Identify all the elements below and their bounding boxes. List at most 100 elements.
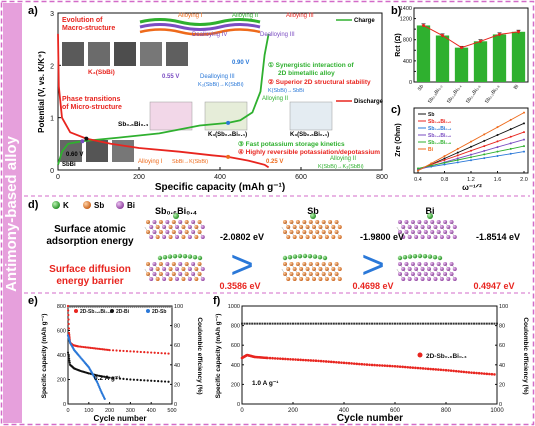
f-series-0-point-7-2 <box>373 363 376 367</box>
d-k-path-1-8 <box>322 255 328 261</box>
lattice-bi-bottom-atom-3-6 <box>439 277 444 281</box>
d-barrier-2: 0.4698 eV <box>352 281 393 291</box>
e-ce-point-7 <box>81 306 84 308</box>
f-ce-point-49 <box>365 322 368 325</box>
f-ce-point-8 <box>261 322 264 325</box>
f-series-0-point-4-0 <box>291 358 295 361</box>
f-series-0-point-5-6 <box>332 360 336 364</box>
e-series-1-point-8-5 <box>167 380 170 383</box>
e-ce-point-25 <box>119 306 121 308</box>
e-series-1-point-7-1 <box>132 378 135 381</box>
f-series-0-point-7-0 <box>368 363 371 367</box>
f-series-0-point-3-1 <box>268 356 272 360</box>
e-ce-point-41 <box>152 306 155 308</box>
e-xtick-label-1: 100 <box>84 408 93 414</box>
f-ce-point-18 <box>286 322 289 325</box>
a-stage-alloying2: Alloying II <box>232 13 258 19</box>
f-ce-point-67 <box>411 322 414 325</box>
lattice-sb-bottom-atom-3-2 <box>299 277 304 281</box>
f-series-0-point-6-7 <box>360 362 364 366</box>
e-ce-point-39 <box>148 306 151 308</box>
e-ce-point-48 <box>166 306 169 308</box>
f-series-0-point-10-0 <box>444 368 448 372</box>
b-trend-point-0 <box>422 23 425 27</box>
f-series-0-point-10-2 <box>449 369 453 372</box>
lattice-bi-bottom-atom-3-2 <box>414 277 419 281</box>
c-series-5-point-0 <box>417 169 419 172</box>
e-series-0-point-0-0 <box>66 304 70 308</box>
f-ce-point-12 <box>271 322 274 325</box>
e-series-0-point-8-5 <box>146 351 149 354</box>
d-k-path-1-0 <box>282 255 288 261</box>
f-ce-point-7 <box>258 322 261 325</box>
e-ce-point-14 <box>96 306 99 308</box>
f-series-0-point-3-0 <box>266 356 269 360</box>
e-series-0-point-6-0 <box>98 347 101 350</box>
f-series-0-point-4-5 <box>304 358 308 362</box>
c-series-0-point-3 <box>456 151 459 154</box>
a-legend-charge: Charge <box>354 18 375 24</box>
e-y2tick-label-5: 100 <box>174 304 183 310</box>
f-xtick-label-2: 400 <box>339 408 350 414</box>
f-series-0-point-3-3 <box>273 357 277 360</box>
f-series-0-point-4-1 <box>294 358 297 361</box>
lattice-bi-bottom-atom-3-0 <box>401 277 406 281</box>
d-k-path-0-2 <box>167 254 173 259</box>
c-series-1-point-7 <box>509 135 512 138</box>
e-ce-point-46 <box>162 306 165 308</box>
lattice-sbbi-top-atom-3-0 <box>149 235 154 239</box>
f-series-0-point-7-4 <box>378 364 382 367</box>
f-series-0-point-5-3 <box>324 360 328 363</box>
b-bar-2 <box>454 47 469 82</box>
c-series-3-point-3 <box>456 157 459 160</box>
f-series-0-point-4-6 <box>307 358 310 362</box>
e-series-0-point-5-2 <box>91 346 94 350</box>
f-series-0-point-6-6 <box>358 362 361 366</box>
c-series-4-point-0 <box>417 167 419 170</box>
a-reaction-mid1: K₃(SbBi)→K(SbBi) <box>198 82 244 88</box>
panel-e-xlabel: Cycle number <box>94 414 147 423</box>
lattice-sbbi-top-atom-1-8 <box>200 225 205 229</box>
d-k-path-0-5 <box>182 253 188 259</box>
c-series-3-point-6 <box>496 146 499 149</box>
f-series-0-point-6-8 <box>363 363 366 366</box>
panel-c: 0.4 0.8 1.2 1.6 2.0SbSb₀.₈Bi₀.₂Sb₀.₆Bi₀.₄Sb₀… <box>395 107 529 192</box>
f-series-0-point-10-1 <box>447 369 450 372</box>
panel-e: 0 100 200 300 400 500020040060080002040608010… <box>41 304 203 423</box>
f-ce-point-78 <box>439 322 442 325</box>
panel-a-axes: 0 200 400 600 800 0 1 2 3 <box>50 11 388 181</box>
f-xtick-label-0: 0 <box>240 408 244 414</box>
e-series-1-point-8-1 <box>153 379 156 383</box>
f-xtick-label-1: 200 <box>288 408 299 414</box>
f-series-0-point-10-9 <box>467 371 471 374</box>
e-series-1-point-4-4 <box>94 373 97 377</box>
f-ce-point-51 <box>371 322 374 325</box>
c-series-5-point-3 <box>456 147 459 150</box>
f-ce-point-60 <box>394 322 396 325</box>
e-ce-point-35 <box>139 306 142 308</box>
f-series-0-point-6-5 <box>355 362 359 366</box>
d-row1-label-2: adsorption energy <box>46 236 134 247</box>
f-ce-point-31 <box>320 322 323 325</box>
d-compare-2: > <box>361 243 384 287</box>
b-xtick-label-1: Sb₀.₈Bi₀.₂ <box>427 84 444 105</box>
c-series-0-point-5 <box>483 139 486 142</box>
f-series-0-point-11-7 <box>488 372 491 376</box>
lattice-sb-bottom-atom-3-6 <box>324 277 329 281</box>
lattice-bi-bottom-atom-1-8 <box>452 267 457 271</box>
f-series-0-point-11-3 <box>477 371 481 375</box>
lattice-bi-top-atom-3-2 <box>414 235 419 239</box>
f-series-0-point-5-7 <box>335 360 338 364</box>
e-ce-point-49 <box>169 306 171 308</box>
f-series-0-point-10-3 <box>452 369 455 373</box>
f-series-0-point-4-2 <box>296 358 300 362</box>
lattice-sbbi-bottom <box>144 262 205 281</box>
f-ce-point-72 <box>424 322 427 325</box>
f-ce-point-82 <box>450 322 453 325</box>
e-legend-label-0: 2D-Sb₀.₆Bi₀.₄ <box>80 309 112 315</box>
e-series-0-point-7-3 <box>118 349 122 352</box>
panel-e-y2label: Coulombic efficiency (%) <box>196 317 203 394</box>
e-ytick-label-4: 800 <box>57 304 66 310</box>
lattice-sbbi-top-atom-3-2 <box>162 235 167 239</box>
